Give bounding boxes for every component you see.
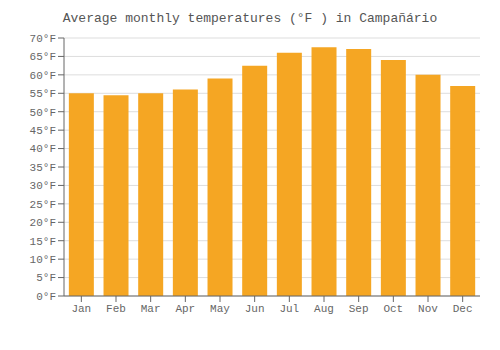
svg-text:55°F: 55°F bbox=[30, 88, 56, 100]
svg-text:65°F: 65°F bbox=[30, 51, 56, 63]
svg-text:Aug: Aug bbox=[314, 303, 334, 315]
svg-text:45°F: 45°F bbox=[30, 125, 56, 137]
svg-text:35°F: 35°F bbox=[30, 162, 56, 174]
svg-text:Jun: Jun bbox=[245, 303, 265, 315]
svg-text:30°F: 30°F bbox=[30, 180, 56, 192]
svg-text:20°F: 20°F bbox=[30, 217, 56, 229]
svg-text:Dec: Dec bbox=[453, 303, 473, 315]
svg-text:Feb: Feb bbox=[106, 303, 126, 315]
svg-text:May: May bbox=[210, 303, 230, 315]
svg-text:50°F: 50°F bbox=[30, 107, 56, 119]
html-text:Average monthly temperatures (: Average monthly temperatures (°F ) in Ca… bbox=[62, 11, 438, 26]
svg-text:40°F: 40°F bbox=[30, 143, 56, 155]
svg-text:25°F: 25°F bbox=[30, 199, 56, 211]
svg-text:Oct: Oct bbox=[383, 303, 403, 315]
svg-text:60°F: 60°F bbox=[30, 70, 56, 82]
svg-text:70°F: 70°F bbox=[30, 33, 56, 45]
svg-text:Jan: Jan bbox=[71, 303, 91, 315]
svg-text:0°F: 0°F bbox=[36, 291, 56, 303]
svg-text:Jul: Jul bbox=[279, 303, 299, 315]
svg-text:Apr: Apr bbox=[175, 303, 195, 315]
svg-text:Mar: Mar bbox=[141, 303, 161, 315]
svg-text:5°F: 5°F bbox=[36, 272, 56, 284]
svg-text:15°F: 15°F bbox=[30, 236, 56, 248]
svg-text:Sep: Sep bbox=[349, 303, 369, 315]
svg-text:10°F: 10°F bbox=[30, 254, 56, 266]
svg-text:Nov: Nov bbox=[418, 303, 438, 315]
